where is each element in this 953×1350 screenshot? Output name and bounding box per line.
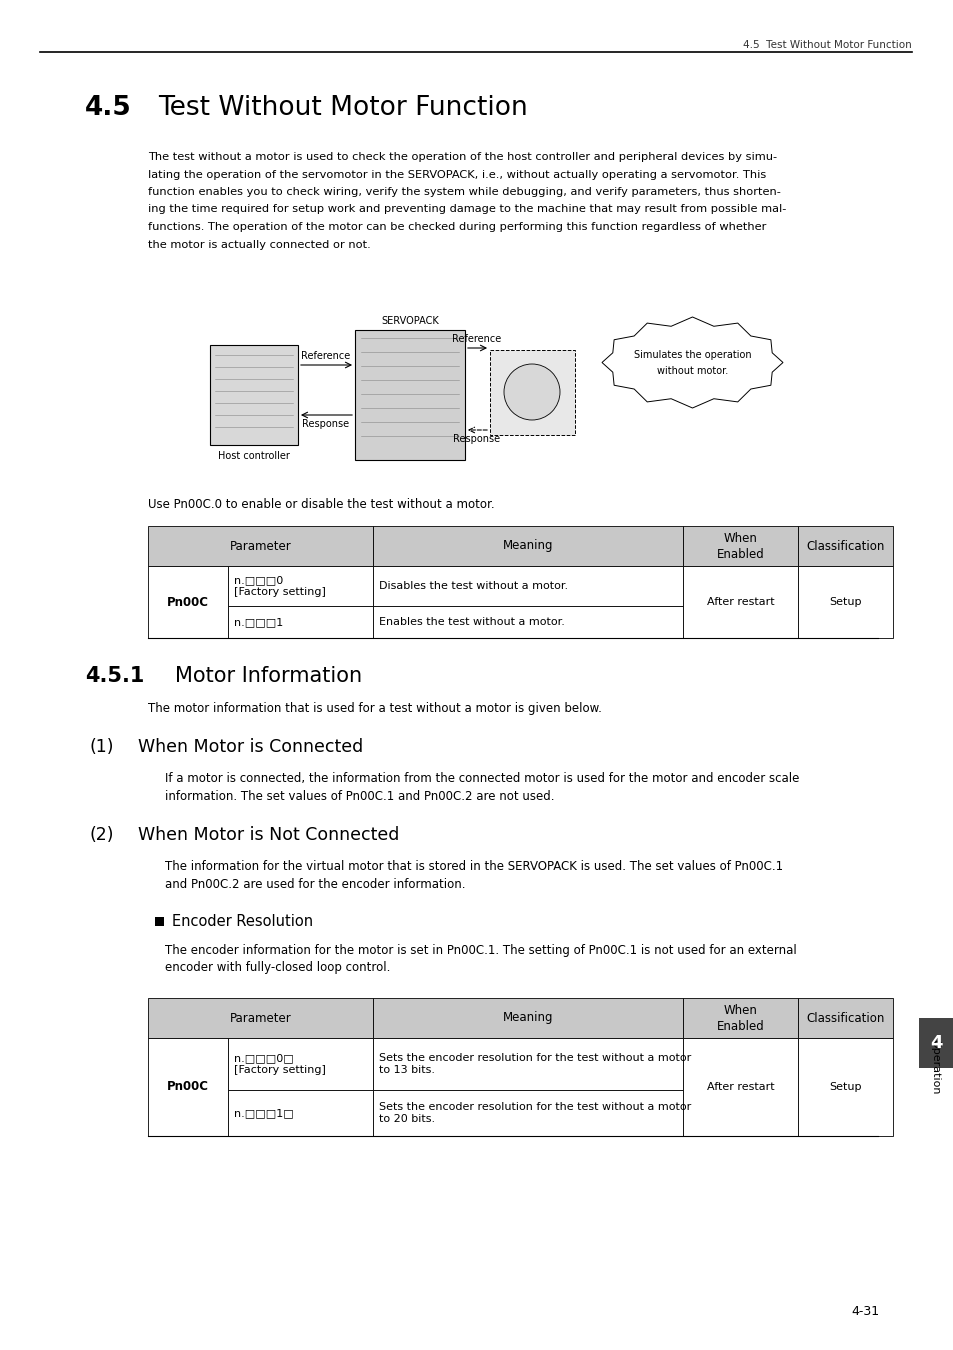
- FancyBboxPatch shape: [797, 998, 892, 1038]
- Text: Classification: Classification: [805, 1011, 883, 1025]
- Text: information. The set values of Pn00C.1 and Pn00C.2 are not used.: information. The set values of Pn00C.1 a…: [165, 790, 554, 802]
- FancyBboxPatch shape: [228, 566, 373, 606]
- FancyBboxPatch shape: [148, 526, 373, 566]
- Text: n.□□□1□: n.□□□1□: [233, 1108, 294, 1118]
- Text: 4.5: 4.5: [85, 95, 132, 122]
- Text: The information for the virtual motor that is stored in the SERVOPACK is used. T: The information for the virtual motor th…: [165, 860, 782, 873]
- Text: When
Enabled: When Enabled: [716, 532, 763, 560]
- FancyBboxPatch shape: [210, 346, 297, 446]
- Text: Enables the test without a motor.: Enables the test without a motor.: [378, 617, 564, 626]
- Text: n.□□□0
[Factory setting]: n.□□□0 [Factory setting]: [233, 575, 326, 597]
- FancyBboxPatch shape: [682, 1038, 797, 1135]
- Text: Parameter: Parameter: [230, 1011, 291, 1025]
- FancyBboxPatch shape: [154, 917, 164, 926]
- FancyBboxPatch shape: [373, 998, 682, 1038]
- Text: without motor.: without motor.: [657, 366, 727, 375]
- Text: Pn00C: Pn00C: [167, 595, 209, 609]
- Text: SERVOPACK: SERVOPACK: [381, 316, 438, 325]
- Text: When Motor is Connected: When Motor is Connected: [138, 738, 363, 756]
- Text: encoder with fully-closed loop control.: encoder with fully-closed loop control.: [165, 961, 390, 975]
- Text: Simulates the operation: Simulates the operation: [633, 350, 751, 359]
- Text: 4.5.1: 4.5.1: [85, 666, 144, 686]
- Text: When Motor is Not Connected: When Motor is Not Connected: [138, 826, 399, 844]
- Text: If a motor is connected, the information from the connected motor is used for th: If a motor is connected, the information…: [165, 772, 799, 784]
- Text: Classification: Classification: [805, 540, 883, 552]
- Text: Meaning: Meaning: [502, 1011, 553, 1025]
- Text: Disables the test without a motor.: Disables the test without a motor.: [378, 580, 568, 591]
- FancyBboxPatch shape: [797, 1038, 892, 1135]
- FancyBboxPatch shape: [228, 1089, 373, 1135]
- Text: Operation: Operation: [929, 1040, 939, 1095]
- Text: Use Pn00C.0 to enable or disable the test without a motor.: Use Pn00C.0 to enable or disable the tes…: [148, 498, 494, 512]
- Circle shape: [503, 364, 559, 420]
- Polygon shape: [601, 317, 782, 408]
- FancyBboxPatch shape: [797, 526, 892, 566]
- Text: Sets the encoder resolution for the test without a motor
to 20 bits.: Sets the encoder resolution for the test…: [378, 1102, 691, 1125]
- FancyBboxPatch shape: [228, 606, 373, 639]
- Text: Motor Information: Motor Information: [174, 666, 362, 686]
- FancyBboxPatch shape: [373, 566, 682, 606]
- Text: Setup: Setup: [828, 1081, 861, 1092]
- FancyBboxPatch shape: [373, 1038, 682, 1089]
- Text: After restart: After restart: [706, 597, 774, 608]
- Text: n.□□□1: n.□□□1: [233, 617, 283, 626]
- Text: Reference: Reference: [301, 351, 351, 360]
- Text: Reference: Reference: [452, 333, 501, 344]
- FancyBboxPatch shape: [373, 606, 682, 639]
- Text: Parameter: Parameter: [230, 540, 291, 552]
- Text: (1): (1): [90, 738, 114, 756]
- FancyBboxPatch shape: [918, 1018, 953, 1068]
- Text: Meaning: Meaning: [502, 540, 553, 552]
- Text: Sets the encoder resolution for the test without a motor
to 13 bits.: Sets the encoder resolution for the test…: [378, 1053, 691, 1075]
- FancyBboxPatch shape: [355, 329, 464, 460]
- FancyBboxPatch shape: [682, 566, 797, 639]
- FancyBboxPatch shape: [228, 1038, 373, 1089]
- FancyBboxPatch shape: [148, 1038, 228, 1135]
- FancyBboxPatch shape: [682, 526, 797, 566]
- FancyBboxPatch shape: [148, 998, 373, 1038]
- Text: Encoder Resolution: Encoder Resolution: [172, 914, 313, 929]
- FancyBboxPatch shape: [373, 526, 682, 566]
- Text: Response: Response: [302, 418, 349, 429]
- Text: When
Enabled: When Enabled: [716, 1003, 763, 1033]
- Text: The encoder information for the motor is set in Pn00C.1. The setting of Pn00C.1 : The encoder information for the motor is…: [165, 944, 796, 957]
- Text: After restart: After restart: [706, 1081, 774, 1092]
- Text: (2): (2): [90, 826, 114, 844]
- Text: Test Without Motor Function: Test Without Motor Function: [158, 95, 527, 122]
- Text: 4.5  Test Without Motor Function: 4.5 Test Without Motor Function: [742, 40, 911, 50]
- FancyBboxPatch shape: [797, 566, 892, 639]
- Text: Host controller: Host controller: [218, 451, 290, 460]
- Text: 4: 4: [929, 1034, 942, 1052]
- Text: The test without a motor is used to check the operation of the host controller a: The test without a motor is used to chec…: [148, 153, 777, 162]
- Text: n.□□□0□
[Factory setting]: n.□□□0□ [Factory setting]: [233, 1053, 326, 1075]
- Text: The motor information that is used for a test without a motor is given below.: The motor information that is used for a…: [148, 702, 601, 716]
- FancyBboxPatch shape: [682, 998, 797, 1038]
- Text: the motor is actually connected or not.: the motor is actually connected or not.: [148, 239, 371, 250]
- Text: lating the operation of the servomotor in the SERVOPACK, i.e., without actually : lating the operation of the servomotor i…: [148, 170, 765, 180]
- Text: 4-31: 4-31: [851, 1305, 879, 1318]
- Text: function enables you to check wiring, verify the system while debugging, and ver: function enables you to check wiring, ve…: [148, 188, 781, 197]
- Text: functions. The operation of the motor can be checked during performing this func: functions. The operation of the motor ca…: [148, 221, 765, 232]
- Text: ing the time required for setup work and preventing damage to the machine that m: ing the time required for setup work and…: [148, 204, 785, 215]
- Text: Setup: Setup: [828, 597, 861, 608]
- FancyBboxPatch shape: [373, 1089, 682, 1135]
- Text: Response: Response: [453, 433, 500, 444]
- Text: Pn00C: Pn00C: [167, 1080, 209, 1094]
- FancyBboxPatch shape: [148, 566, 228, 639]
- Text: and Pn00C.2 are used for the encoder information.: and Pn00C.2 are used for the encoder inf…: [165, 878, 465, 891]
- FancyBboxPatch shape: [490, 350, 575, 435]
